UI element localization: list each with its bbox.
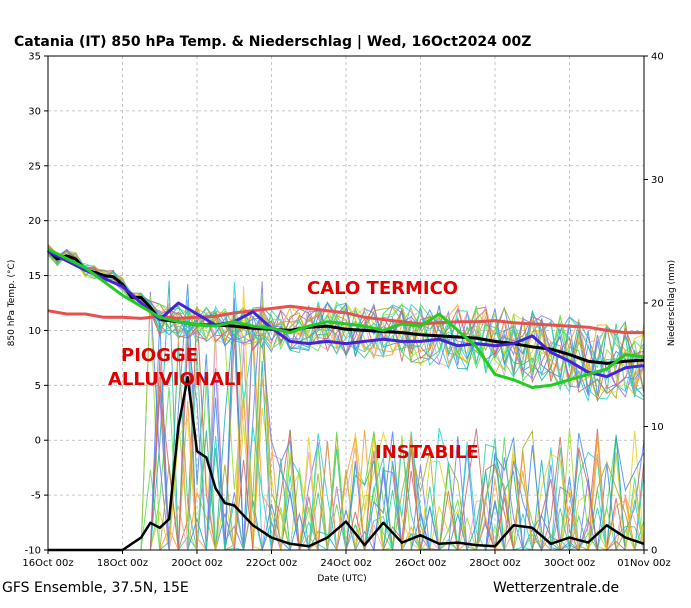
x-tick-label: 26Oct 00z [395, 558, 446, 569]
y-axis-ticks: -10 -5 0 5 10 15 20 25 30 35 [25, 52, 48, 557]
footer-credit: Wetterzentrale.de [493, 580, 619, 596]
series-ensemble-mean-temp [46, 249, 645, 365]
annotation-alluvionali: ALLUVIONALI [108, 369, 242, 390]
y2-tick-label: 0 [651, 546, 657, 557]
y-tick-label: 20 [28, 216, 41, 227]
y-tick-label: -5 [31, 491, 41, 502]
x-tick-label: 16Oct 00z [22, 558, 73, 569]
x-tick-label: 30Oct 00z [544, 558, 595, 569]
y-tick-label: 5 [35, 381, 41, 392]
x-axis-ticks: 16Oct 00z 18Oct 00z 20Oct 00z 22Oct 00z 24Oc… [22, 550, 671, 569]
y2-axis-label: Niederschlag (mm) [667, 260, 677, 346]
chart-title: Catania (IT) 850 hPa Temp. & Niederschla… [14, 34, 531, 50]
series-climatology [47, 304, 644, 335]
main-series [46, 247, 645, 552]
annotation-instabile: INSTABILE [375, 442, 479, 463]
x-tick-label: 20Oct 00z [171, 558, 222, 569]
y-tick-label: -10 [25, 546, 41, 557]
y2-tick-label: 30 [651, 175, 664, 186]
x-tick-label: 24Oct 00z [320, 558, 371, 569]
y-axis-label: 850 hPa Temp. (°C) [7, 260, 17, 347]
y2-tick-label: 10 [651, 422, 664, 433]
series-control-temp [47, 247, 645, 389]
y-tick-label: 15 [28, 271, 41, 282]
x-tick-label: 28Oct 00z [469, 558, 520, 569]
y2-tick-label: 20 [651, 299, 664, 310]
annotation-piogge: PIOGGE [121, 345, 198, 366]
y-tick-label: 30 [28, 106, 41, 117]
y-tick-label: 35 [28, 52, 41, 63]
series-operational-temp [47, 250, 645, 379]
y-tick-label: 10 [28, 326, 41, 337]
footer-source: GFS Ensemble, 37.5N, 15E [2, 580, 189, 596]
x-axis-label: Date (UTC) [317, 574, 366, 584]
y2-axis-ticks: 0 10 20 30 40 [644, 52, 664, 557]
x-tick-label: 22Oct 00z [246, 558, 297, 569]
x-tick-label: 18Oct 00z [97, 558, 148, 569]
x-tick-label: 01Nov 00z [617, 558, 670, 569]
y-tick-label: 25 [28, 161, 41, 172]
y2-tick-label: 40 [651, 52, 664, 63]
y-tick-label: 0 [35, 436, 41, 447]
annotation-calo-termico: CALO TERMICO [307, 278, 458, 299]
series-ensemble-mean-precip [48, 375, 645, 552]
